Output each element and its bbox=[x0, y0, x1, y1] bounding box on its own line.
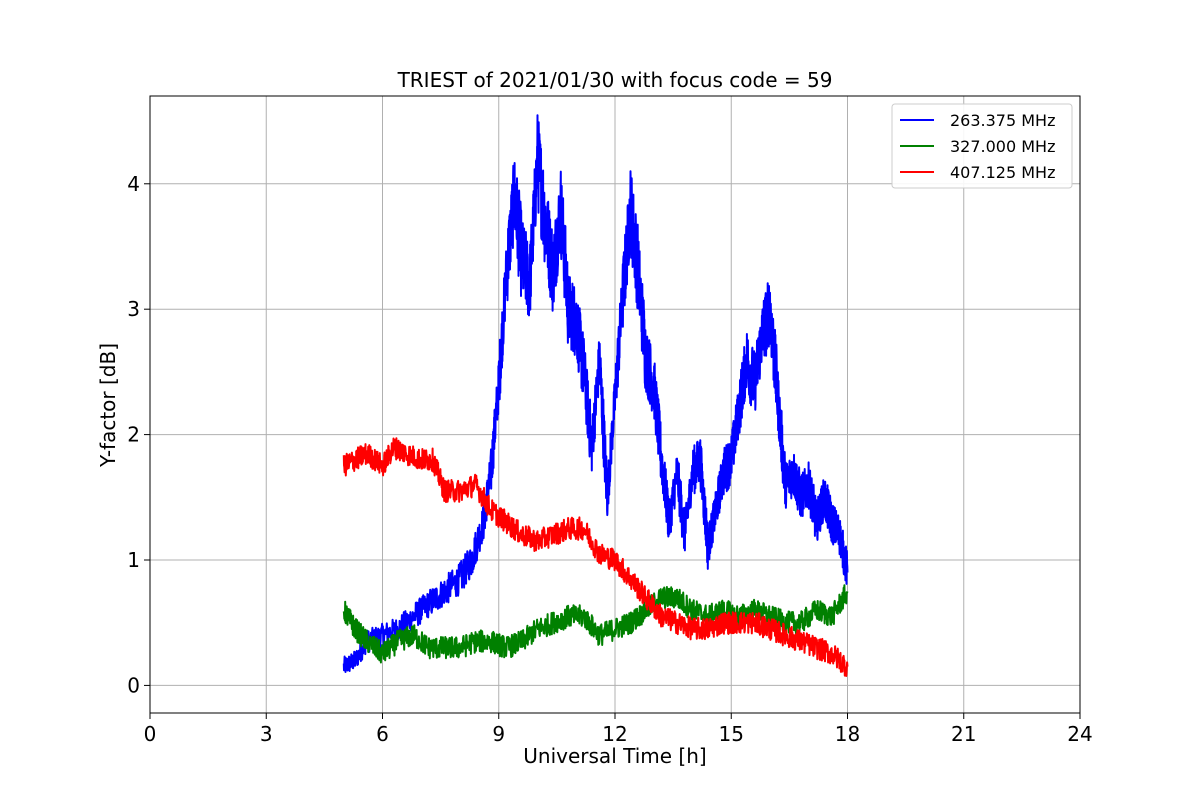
legend-box bbox=[891, 103, 1073, 189]
legend-entry-label: 327.000 MHz bbox=[950, 137, 1055, 156]
x-tick-label: 12 bbox=[602, 722, 627, 746]
y-tick-label: 3 bbox=[127, 297, 140, 321]
y-tick-label: 4 bbox=[127, 172, 140, 196]
x-tick-label: 0 bbox=[144, 722, 157, 746]
y-tick-label: 0 bbox=[127, 673, 140, 697]
x-tick-label: 3 bbox=[260, 722, 273, 746]
y-axis-label: Y-factor [dB] bbox=[96, 343, 120, 468]
y-tick-label: 1 bbox=[127, 548, 140, 572]
legend-entry-label: 263.375 MHz bbox=[950, 111, 1055, 130]
x-axis: 0 3 6 9 12 15 18 21 24 bbox=[144, 713, 1093, 746]
series-line bbox=[342, 114, 849, 673]
legend-entry-label: 407.125 MHz bbox=[950, 163, 1055, 182]
x-tick-label: 24 bbox=[1067, 722, 1092, 746]
x-tick-label: 21 bbox=[951, 722, 976, 746]
x-tick-label: 18 bbox=[835, 722, 860, 746]
series-line bbox=[342, 437, 849, 677]
y-tick-label: 2 bbox=[127, 423, 140, 447]
series-line bbox=[342, 584, 849, 664]
x-tick-label: 9 bbox=[492, 722, 505, 746]
legend: 263.375 MHz 327.000 MHz 407.125 MHz bbox=[891, 103, 1073, 189]
y-axis: 0 1 2 3 4 bbox=[127, 172, 150, 697]
x-tick-label: 6 bbox=[376, 722, 389, 746]
chart-title: TRIEST of 2021/01/30 with focus code = 5… bbox=[397, 68, 833, 92]
x-axis-label: Universal Time [h] bbox=[523, 744, 706, 768]
x-tick-label: 15 bbox=[719, 722, 744, 746]
series-layer bbox=[342, 114, 849, 677]
